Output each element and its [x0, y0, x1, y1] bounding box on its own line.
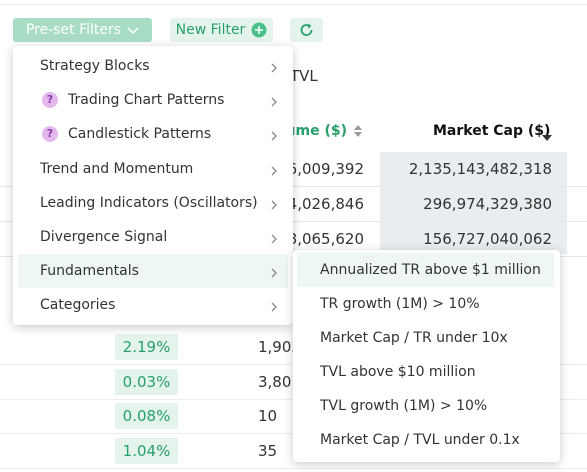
chevron-right [271, 63, 277, 73]
submenu-item[interactable]: Annualized TR above $1 million [297, 253, 554, 287]
menu-item-label: Categories [40, 297, 116, 314]
preset-filters-label: Pre-set Filters [25, 22, 122, 38]
submenu-item-label: Market Cap / TVL under 0.1x [320, 432, 520, 448]
chevron-right [271, 131, 277, 141]
sort-desc-icon [542, 135, 552, 141]
top-border [0, 4, 587, 5]
new-filter-label: New Filter [175, 22, 246, 38]
value-cell: 10 [258, 407, 278, 425]
new-filter-button[interactable]: New Filter [170, 18, 273, 42]
menu-item[interactable]: Divergence Signal [13, 220, 293, 254]
plus-icon [251, 22, 267, 38]
change-pill: 0.03% [115, 368, 178, 395]
chevron-wrap [270, 61, 278, 77]
value-cell: 3,80 [258, 372, 292, 391]
value-cell: 35 [258, 441, 278, 460]
chevron-right [271, 234, 277, 244]
row-divider [0, 467, 587, 469]
sort-desc-wrap [542, 129, 552, 145]
value-cell: 1,903 [258, 338, 301, 356]
sort-icon-wrap [353, 124, 363, 142]
submenu-item-label: Annualized TR above $1 million [320, 262, 541, 278]
submenu-item-label: TVL growth (1M) > 10% [320, 398, 488, 414]
market-cap-column-bg [380, 152, 567, 254]
menu-item-label: Divergence Signal [40, 229, 168, 245]
menu-item[interactable]: Categories [13, 288, 293, 322]
row-divider [0, 186, 587, 187]
filter-menu: Strategy Blocks? Trading Chart Patterns? C… [13, 46, 293, 325]
tvl-header: TVL [290, 67, 318, 85]
submenu-item[interactable]: Market Cap / TVL under 0.1x [293, 423, 560, 457]
help-icon: ? [42, 92, 58, 109]
menu-item-label: Candlestick Patterns [68, 126, 212, 143]
menu-item[interactable]: Strategy Blocks [13, 49, 293, 83]
chevron-wrap [270, 95, 278, 111]
chevron-right [271, 166, 277, 176]
volume-cell: 8,065,620 [287, 230, 364, 248]
volume-header: ume ($) [285, 123, 347, 139]
submenu-item[interactable]: TVL growth (1M) > 10% [293, 389, 560, 423]
volume-cell: 4,026,846 [287, 195, 364, 213]
market-cap-cell: 156,727,040,062 [423, 230, 552, 248]
chevron-wrap [270, 198, 278, 214]
chevron-down [127, 26, 139, 34]
refresh-button[interactable] [290, 18, 323, 42]
chevron-wrap [270, 164, 278, 180]
chevron-wrap [270, 232, 278, 248]
volume-cell: 6,009,392 [287, 160, 364, 178]
chevron-right [271, 302, 277, 312]
market-cap-cell: 2,135,143,482,318 [408, 160, 552, 178]
preset-filters-button[interactable]: Pre-set Filters [13, 18, 152, 42]
chevron-wrap [270, 300, 278, 316]
chevron-right [271, 268, 277, 278]
sort-icon [354, 125, 362, 137]
market-cap-header[interactable]: Market Cap ($) [433, 123, 551, 139]
change-pill: 2.19% [115, 334, 178, 360]
menu-item-label: Trading Chart Patterns [68, 92, 225, 109]
change-pill: 1.04% [115, 437, 178, 464]
menu-item-label: Strategy Blocks [40, 58, 150, 74]
change-pill: 0.08% [115, 403, 178, 429]
menu-item[interactable]: ? Candlestick Patterns [13, 117, 293, 151]
row-divider [0, 221, 587, 222]
submenu-item-label: TR growth (1M) > 10% [320, 296, 480, 312]
help-icon: ? [42, 126, 58, 143]
chevron-wrap [270, 266, 278, 282]
chevron-right [271, 97, 277, 107]
chevron-wrap [270, 129, 278, 145]
refresh-icon [300, 23, 312, 36]
fundamentals-submenu: Annualized TR above $1 million TR growth … [293, 250, 560, 462]
menu-item[interactable]: ? Trading Chart Patterns [13, 83, 293, 117]
submenu-item[interactable]: TVL above $10 million [293, 355, 560, 389]
menu-item-label: Fundamentals [40, 263, 139, 280]
submenu-item-label: Market Cap / TR under 10x [320, 330, 508, 346]
menu-item-label: Trend and Momentum [40, 160, 194, 177]
submenu-item[interactable]: TR growth (1M) > 10% [293, 287, 560, 321]
menu-item[interactable]: Leading Indicators (Oscillators) [13, 186, 293, 220]
market-cap-cell: 296,974,329,380 [423, 195, 552, 213]
submenu-item-label: TVL above $10 million [320, 364, 476, 380]
submenu-item[interactable]: Market Cap / TR under 10x [293, 321, 560, 355]
menu-item[interactable]: Trend and Momentum [13, 152, 293, 186]
menu-item-label: Leading Indicators (Oscillators) [40, 194, 258, 211]
chevron-right [271, 200, 277, 210]
menu-item[interactable]: Fundamentals [18, 254, 288, 289]
